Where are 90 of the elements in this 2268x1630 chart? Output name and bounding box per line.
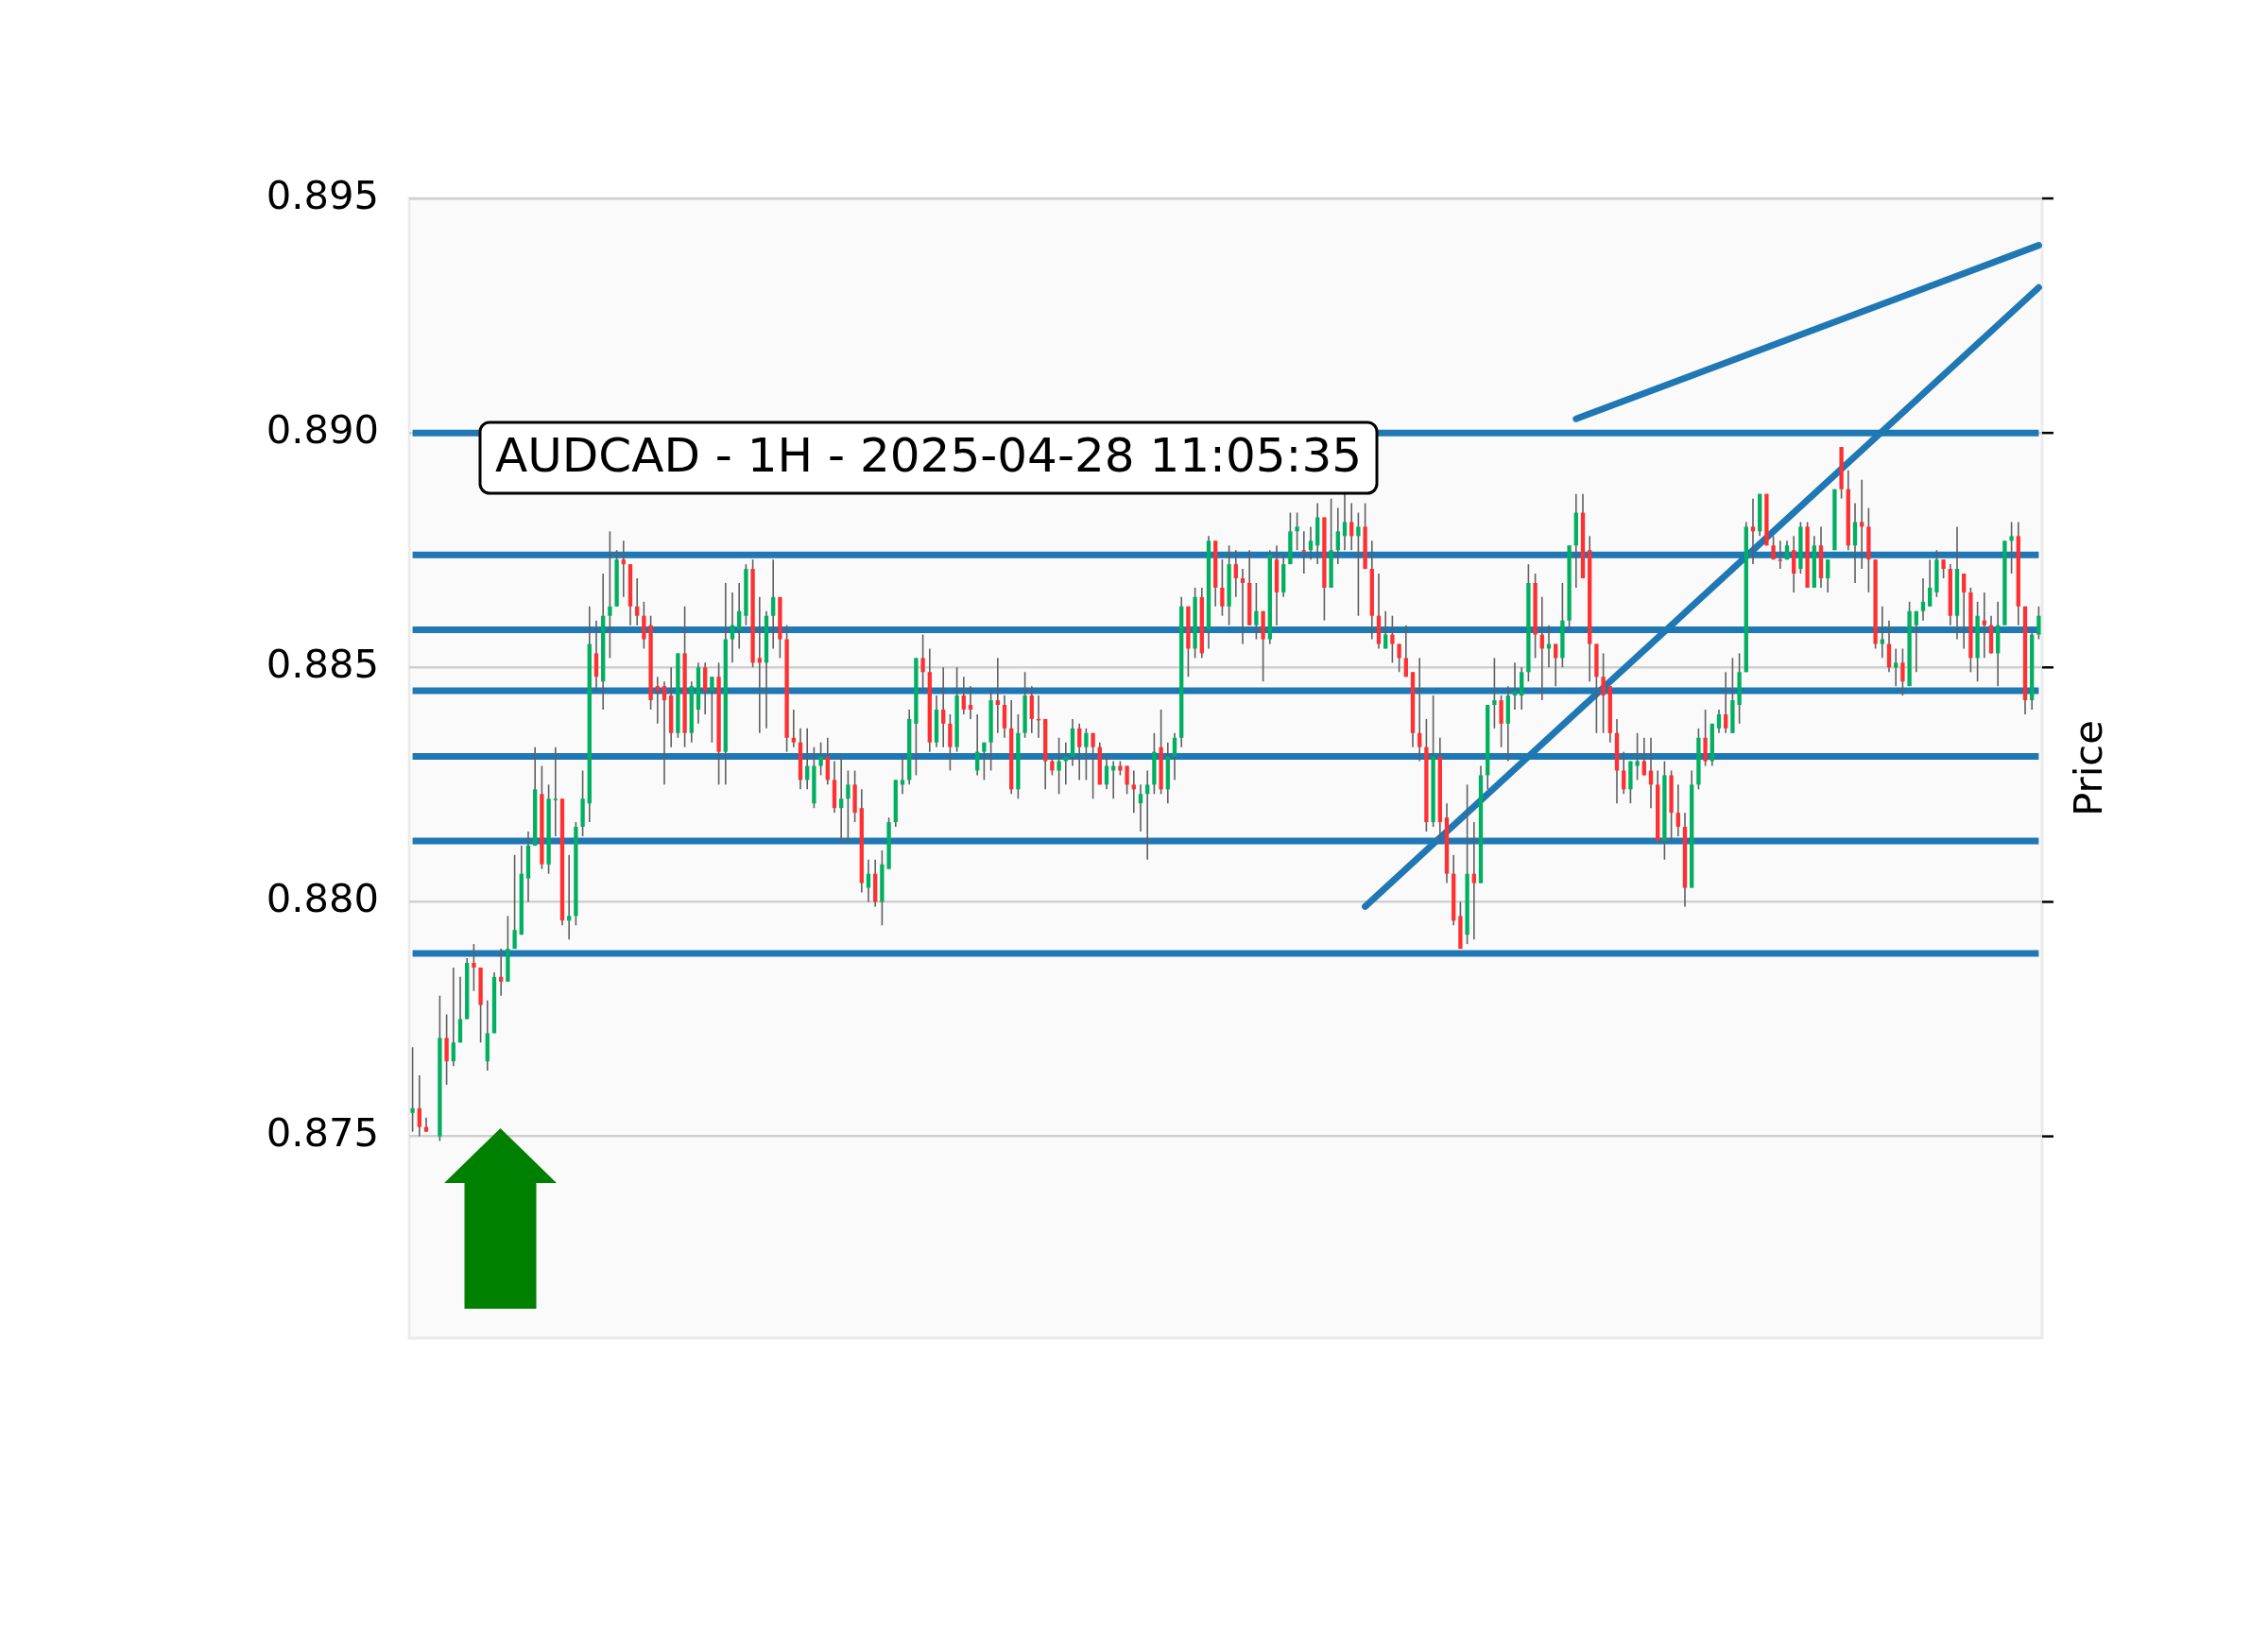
candlestick <box>1724 671 1728 734</box>
candlestick <box>839 755 844 842</box>
candlestick <box>1826 558 1830 593</box>
candlestick <box>1716 709 1722 734</box>
candlestick <box>757 596 762 734</box>
candlestick <box>1771 535 1776 560</box>
candlestick <box>451 967 455 1067</box>
y-axis-title: Price <box>2064 720 2111 816</box>
candlestick <box>499 948 504 997</box>
candlestick <box>1084 728 1089 781</box>
candlestick <box>1546 624 1552 669</box>
candlestick <box>1914 609 1918 674</box>
candlestick <box>1356 511 1361 617</box>
candlestick <box>1941 558 1946 579</box>
candlestick <box>1635 731 1640 781</box>
candlestick <box>621 540 626 598</box>
candlestick <box>662 680 667 786</box>
candlestick <box>1397 643 1401 674</box>
candlestick <box>1138 783 1143 832</box>
candlestick <box>968 685 973 720</box>
candlestick <box>771 558 776 650</box>
candlestick <box>1390 614 1395 664</box>
candlestick <box>1512 661 1518 711</box>
candlestick <box>1335 506 1340 565</box>
candlestick <box>2036 605 2041 641</box>
candlestick <box>1091 731 1095 800</box>
candlestick <box>1418 657 1422 763</box>
candlestick <box>417 1074 421 1138</box>
candlestick <box>982 741 987 781</box>
candlestick <box>818 741 823 777</box>
candlestick <box>1622 750 1626 796</box>
candlestick <box>1295 511 1299 552</box>
candlestick <box>730 592 735 664</box>
candlestick <box>1125 764 1129 796</box>
y-tick-label: 0.875 <box>266 1109 379 1157</box>
candlestick <box>1962 573 1967 650</box>
candlestick <box>1057 736 1061 796</box>
candlestick <box>1648 736 1654 809</box>
candlestick <box>1894 647 1899 687</box>
candlestick <box>2009 521 2014 575</box>
candlestick <box>1928 558 1933 608</box>
candlestick <box>791 709 796 748</box>
candlestick <box>1240 568 1246 645</box>
candlestick <box>846 769 850 842</box>
text: AUDCAD - 1H - 2025-04-28 11:05:35 <box>495 428 1363 484</box>
candlestick <box>866 858 871 903</box>
candlestick <box>995 657 1000 734</box>
candlestick <box>1077 723 1082 781</box>
candlestick <box>512 854 517 950</box>
y-tick-label: 0.880 <box>266 875 379 922</box>
candlestick <box>567 854 572 940</box>
candlestick <box>1471 821 1476 940</box>
candlestick <box>1172 731 1177 781</box>
candlestick <box>1900 647 1905 696</box>
candlestick <box>941 666 946 748</box>
candlestick <box>1675 783 1680 837</box>
candlestick <box>1778 540 1782 570</box>
candlestick <box>1063 741 1068 786</box>
candlestick <box>1220 558 1225 617</box>
y-tick-label: 0.890 <box>266 405 379 453</box>
candlestick <box>608 530 612 660</box>
candlestick <box>737 582 742 650</box>
candlestick <box>1601 652 1606 734</box>
candlestick <box>1342 492 1348 552</box>
candlestick <box>1131 769 1136 814</box>
candlestick <box>1308 525 1314 560</box>
candlestick <box>1050 755 1055 777</box>
candlestick <box>920 633 925 692</box>
candlestick <box>1750 497 1756 565</box>
candlestick <box>655 676 660 725</box>
candlestick <box>1233 549 1238 598</box>
y-tick-label: 0.885 <box>266 641 379 688</box>
candlestick <box>1349 502 1354 552</box>
candlestick <box>710 676 714 744</box>
candlestick <box>1301 530 1306 575</box>
candlestick <box>1254 582 1259 641</box>
y-tick-label: 0.895 <box>266 171 379 218</box>
candlestick <box>1554 643 1558 687</box>
candlestick <box>961 676 966 715</box>
candlestick <box>1145 769 1150 861</box>
candlestick <box>472 943 476 992</box>
candlestick <box>1403 624 1408 678</box>
candlestick <box>1982 592 1986 660</box>
candlestick <box>410 1046 415 1133</box>
candlestick <box>900 755 905 796</box>
candlestick <box>1492 657 1497 729</box>
candlestick <box>553 746 558 837</box>
candlestick <box>635 577 640 626</box>
candlestick <box>1920 577 1926 622</box>
candlestick <box>1860 478 1864 570</box>
